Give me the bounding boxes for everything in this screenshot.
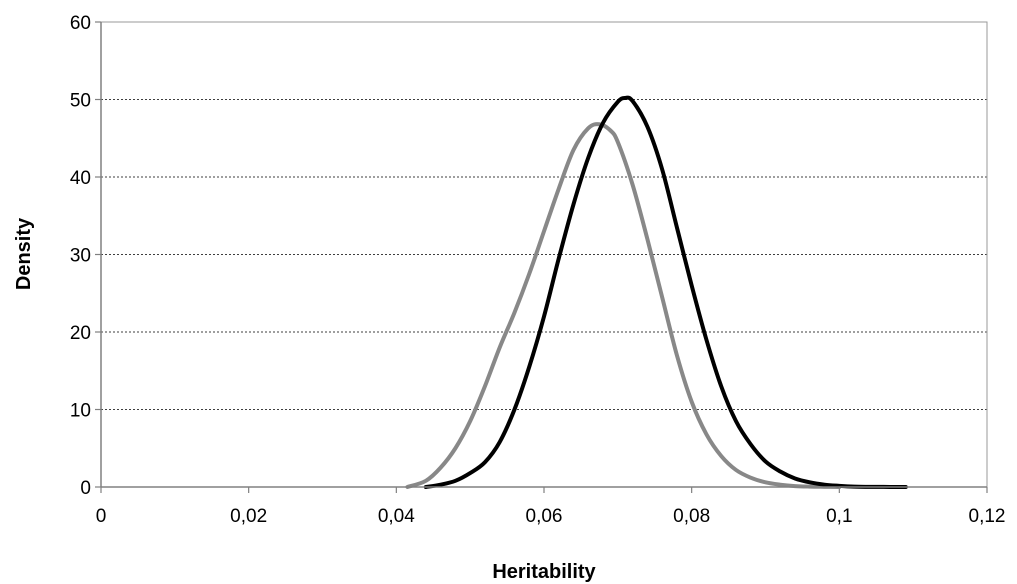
y-tick-label: 10 [70, 401, 91, 422]
x-axis-title: Heritability [492, 561, 596, 583]
y-tick-label: 40 [70, 168, 91, 189]
x-tick-label: 0,04 [378, 506, 415, 527]
y-tick-label: 60 [70, 13, 91, 34]
x-tick-label: 0 [96, 506, 107, 527]
series-line-2 [423, 95, 908, 489]
x-tick-label: 0,06 [526, 506, 563, 527]
y-axis-title: Density [13, 217, 35, 290]
x-tick-label: 0,08 [673, 506, 710, 527]
series-lines [405, 95, 908, 489]
series-line-1 [405, 122, 842, 489]
y-tick-label: 30 [70, 246, 91, 267]
y-tick-label: 50 [70, 91, 91, 112]
gridlines [101, 21, 987, 410]
x-tick-label: 0,12 [969, 506, 1006, 527]
y-tick-label: 20 [70, 323, 91, 344]
y-tick-label: 0 [80, 478, 91, 499]
x-tick-label: 0,02 [230, 506, 267, 527]
x-tick-label: 0,1 [826, 506, 852, 527]
axis-ticks: 0 10 20 30 40 50 60 0 0,02 0,04 0,06 0,08 0,1 0,12 [70, 13, 1006, 527]
